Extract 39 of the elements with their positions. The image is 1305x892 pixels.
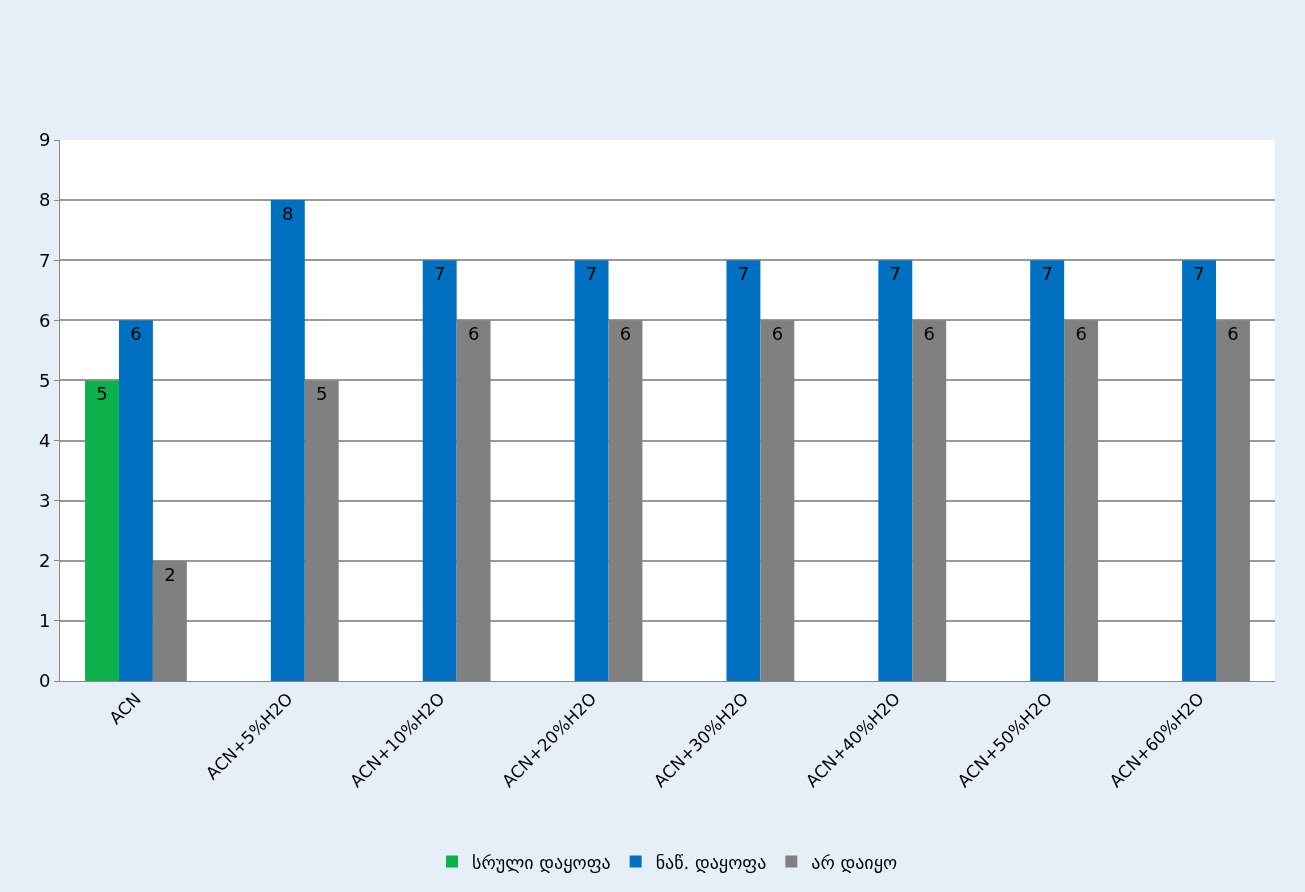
bar [422, 260, 457, 681]
data-label: 6 [771, 323, 784, 345]
data-label: 5 [316, 383, 328, 405]
data-label: 2 [164, 563, 176, 585]
y-tick-label: 7 [38, 249, 51, 271]
y-tick-label: 3 [38, 489, 51, 511]
y-tick-label: 4 [38, 429, 51, 451]
data-label: 6 [923, 323, 935, 345]
y-tick-label: 6 [38, 309, 51, 331]
data-label: 7 [737, 263, 750, 285]
data-label: 6 [130, 323, 142, 345]
data-label: 7 [1041, 263, 1053, 285]
data-label: 6 [1075, 323, 1087, 345]
legend-label: სრული დაყოფა [472, 851, 611, 873]
data-label: 5 [96, 383, 108, 405]
bar [1030, 260, 1065, 681]
y-tick-label: 5 [38, 369, 51, 391]
bar [270, 200, 305, 681]
y-tick-label: 0 [38, 670, 51, 692]
bar [85, 380, 119, 681]
data-label: 6 [467, 323, 480, 345]
bar [726, 260, 761, 681]
y-tick-label: 9 [38, 129, 51, 151]
data-label: 6 [619, 323, 632, 345]
bar [1182, 260, 1217, 681]
y-tick-label: 2 [38, 550, 51, 572]
bar [878, 260, 913, 681]
data-label: 7 [889, 263, 902, 285]
bar [574, 260, 609, 681]
data-label: 6 [1227, 323, 1239, 345]
data-label: 7 [433, 263, 446, 285]
data-label: 7 [1193, 263, 1205, 285]
y-tick-label: 1 [38, 610, 51, 632]
bar [118, 320, 153, 681]
y-tick-label: 8 [38, 189, 51, 211]
data-label: 8 [282, 203, 294, 225]
data-label: 7 [585, 263, 598, 285]
legend-label: არ დაიყო [811, 851, 898, 873]
legend-label: ნაწ. დაყოფა [655, 851, 767, 873]
